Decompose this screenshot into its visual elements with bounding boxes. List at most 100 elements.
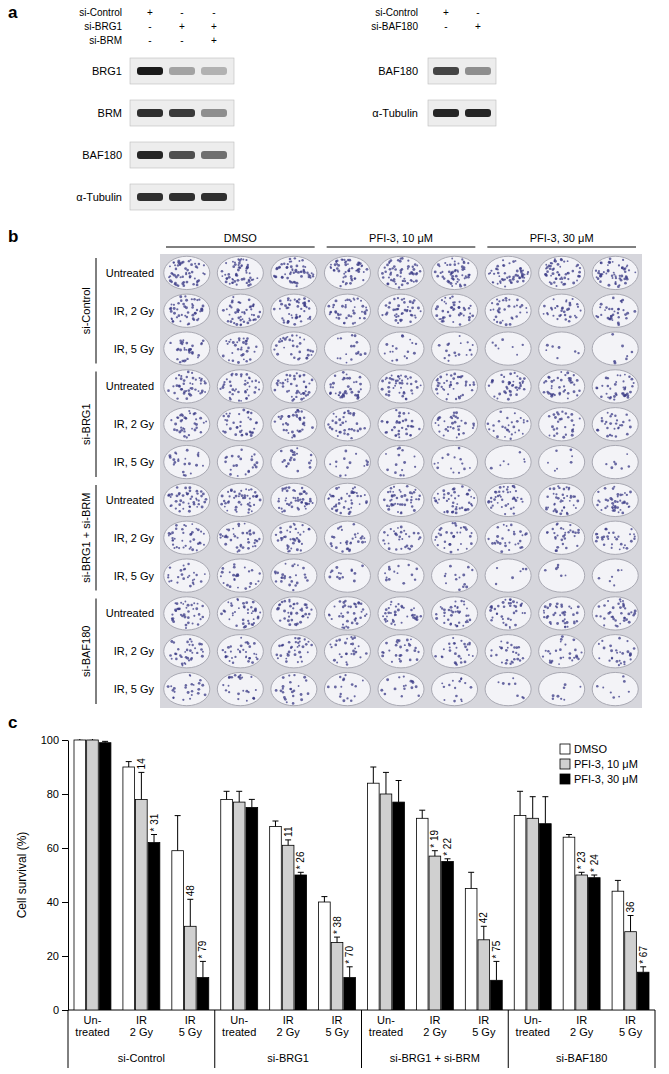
colony [524, 461, 526, 463]
colony [414, 466, 416, 468]
colony [503, 264, 506, 267]
colony [249, 386, 251, 388]
colony [613, 398, 615, 400]
colony [595, 387, 598, 390]
colony [189, 490, 192, 493]
colony [306, 357, 308, 359]
colony [621, 299, 624, 302]
colony [223, 381, 225, 383]
colony [573, 374, 575, 376]
colony [240, 323, 242, 325]
colony [176, 429, 179, 432]
colony [192, 383, 194, 385]
colony [198, 503, 200, 505]
colony [409, 300, 412, 303]
colony [450, 468, 452, 470]
colony [553, 413, 556, 416]
colony [291, 437, 293, 439]
colony [273, 308, 276, 311]
colony [227, 343, 229, 345]
colony [393, 426, 396, 429]
colony [253, 303, 255, 305]
colony [244, 390, 246, 392]
colony [619, 375, 621, 377]
colony [557, 263, 560, 266]
row-label: Untreated [106, 267, 154, 279]
colony [469, 274, 471, 276]
colony [245, 473, 247, 475]
colony [634, 271, 636, 273]
colony [445, 349, 448, 352]
colony [381, 388, 384, 391]
colony [280, 415, 283, 418]
colony [608, 261, 611, 264]
colony [435, 307, 438, 310]
colony [458, 397, 461, 400]
colony [386, 421, 388, 423]
colony [229, 381, 232, 384]
colony [224, 419, 226, 421]
lane-sign: - [476, 7, 479, 18]
colony [519, 306, 521, 308]
colony [169, 456, 172, 459]
colony [334, 310, 337, 313]
blot: si-Control+--si-BRG1-++si-BRM--+BRG1BRMB… [76, 7, 234, 210]
colony [197, 455, 199, 457]
colony [249, 377, 251, 379]
colony [631, 351, 634, 354]
plate [432, 294, 478, 327]
colony [493, 319, 495, 321]
colony [353, 345, 356, 348]
colony [555, 278, 557, 280]
colony [411, 306, 414, 309]
colony [471, 389, 473, 391]
colony [230, 339, 232, 341]
colony [493, 309, 495, 311]
colony [329, 383, 332, 386]
colony [389, 268, 392, 271]
colony [438, 344, 441, 347]
colony [363, 271, 365, 273]
lane-sign: - [180, 7, 183, 18]
colony [405, 398, 407, 400]
colony [191, 345, 194, 348]
colony [276, 267, 279, 270]
colony [556, 357, 558, 359]
colony [364, 352, 367, 355]
colony [456, 382, 459, 385]
colony [402, 280, 404, 282]
colony [466, 354, 468, 356]
colony [568, 320, 571, 323]
colony [567, 272, 570, 275]
colony [185, 418, 187, 420]
colony [190, 263, 193, 266]
colony [397, 315, 399, 317]
colony [463, 468, 466, 471]
colony [308, 391, 311, 394]
colony [294, 257, 296, 259]
colony [463, 314, 465, 316]
colony [343, 429, 346, 432]
colony [170, 310, 173, 313]
colony [395, 283, 397, 285]
band [137, 193, 163, 201]
colony [291, 396, 293, 398]
colony [512, 384, 514, 386]
condition-label: si-Control [79, 7, 122, 18]
colony [388, 276, 390, 278]
colony [461, 274, 463, 276]
colony [346, 362, 348, 364]
colony [510, 438, 512, 440]
colony [288, 339, 291, 342]
colony [571, 430, 574, 433]
colony [252, 466, 254, 468]
colony [551, 425, 554, 428]
colony [309, 466, 312, 469]
colony [225, 262, 227, 264]
row-label: IR, 2 Gy [114, 305, 155, 317]
colony [472, 427, 474, 429]
colony [294, 299, 296, 301]
colony [180, 299, 183, 302]
colony [505, 323, 508, 326]
condition-label: si-BRG1 [84, 21, 122, 32]
